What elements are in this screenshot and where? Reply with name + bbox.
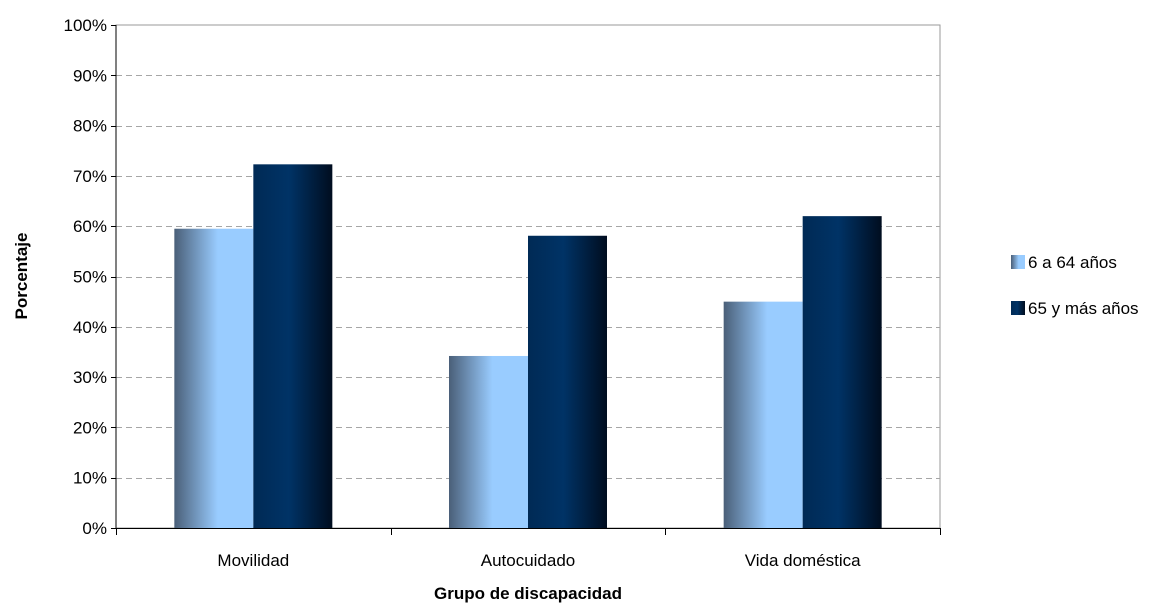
bar-series-1-autocuidado [449,355,528,528]
bars [174,164,882,528]
bar-series-1-vida-dom-stica [723,301,803,528]
y-tick-label: 30% [73,368,107,387]
legend-label: 65 y más años [1028,299,1139,318]
legend-label: 6 a 64 años [1028,253,1117,272]
legend-swatch [1011,255,1025,269]
y-tick-label: 0% [82,519,107,538]
y-tick-label: 100% [64,16,107,35]
y-axis-title: Porcentaje [12,233,31,320]
bar-series-1-movilidad [174,228,254,528]
x-tick-labels: Movilidad Autocuidado Vida doméstica [217,551,861,570]
y-tick-label: 50% [73,268,107,287]
x-tick-label: Movilidad [217,551,289,570]
y-tick-labels: 0% 10% 20% 30% 40% 50% 60% 70% 80% 90% 100% [64,16,107,538]
y-tick-label: 60% [73,217,107,236]
legend: 6 a 64 años 65 y más años [1011,253,1139,318]
x-axis-title: Grupo de discapacidad [434,584,622,603]
legend-swatch [1011,301,1025,315]
bar-series-2-vida-dom-stica [802,216,882,528]
bar-series-2-movilidad [253,164,333,528]
y-tick-label: 10% [73,469,107,488]
y-tick-label: 40% [73,318,107,337]
y-tick-label: 70% [73,167,107,186]
y-tick-label: 80% [73,117,107,136]
y-tick-label: 20% [73,418,107,437]
y-tick-label: 90% [73,66,107,85]
axes [111,25,941,535]
x-tick-label: Autocuidado [481,551,576,570]
x-tick-label: Vida doméstica [745,551,861,570]
bar-series-2-autocuidado [528,235,607,528]
